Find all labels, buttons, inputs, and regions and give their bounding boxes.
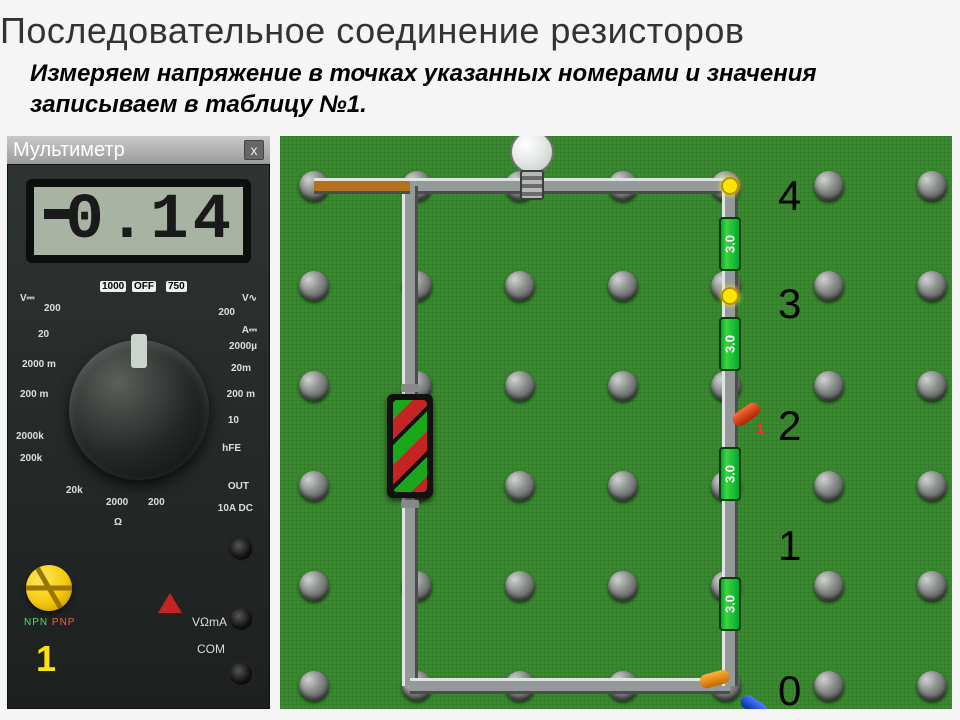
wire-segment [410, 678, 730, 694]
battery-icon [387, 394, 433, 498]
range-200c: 200 [148, 497, 165, 508]
range-200m-b: 200 m [227, 389, 255, 400]
board-peg [814, 371, 844, 401]
range-hfe: hFE [222, 443, 241, 454]
range-2000m-a: 2000 m [22, 359, 56, 370]
page-title: Последовательное соединение резисторов [0, 10, 745, 52]
wire-segment [402, 186, 418, 396]
probe-point[interactable] [721, 287, 739, 305]
jack-label-vohm: VΩmA [192, 615, 227, 629]
board-peg [505, 471, 535, 501]
range-2000k: 2000k [16, 431, 44, 442]
board-peg [917, 471, 947, 501]
negative-sign-icon [44, 209, 70, 219]
multimeter-window: Мультиметр x 0.14 V⎓ V∿ 1000 OFF 750 200… [7, 136, 270, 709]
npn-pnp-label: NPN PNP [24, 617, 75, 628]
wire-segment [314, 178, 410, 194]
board-peg [917, 571, 947, 601]
circuit-point-label: 3 [778, 280, 801, 328]
warning-triangle-icon [158, 593, 182, 613]
label-ohm: Ω [114, 517, 122, 528]
label-vac: V∿ [242, 293, 257, 304]
display-value: 0.14 [65, 185, 235, 257]
range-200m-a: 200 m [20, 389, 48, 400]
range-20a: 20 [38, 329, 49, 340]
probe-clip-blue[interactable] [738, 692, 771, 709]
range-750: 750 [166, 281, 187, 292]
range-200k: 200k [20, 453, 42, 464]
board-peg [608, 571, 638, 601]
label-adc: A⎓ [242, 325, 257, 336]
board-peg [814, 671, 844, 701]
board-peg [299, 571, 329, 601]
circuit-point-label: 4 [778, 172, 801, 220]
range-out: OUT [228, 481, 249, 492]
page-subtitle: Измеряем напряжение в точках указанных н… [30, 58, 930, 120]
board-peg [814, 471, 844, 501]
range-off: OFF [132, 281, 156, 292]
label-vdc: V⎓ [20, 293, 35, 304]
range-2000: 2000 [106, 497, 128, 508]
board-peg [299, 271, 329, 301]
probe-marker-1: 1 [756, 420, 764, 436]
wire-segment [402, 496, 418, 686]
resistor: 3.0 [719, 217, 741, 271]
circuit-point-label: 1 [778, 522, 801, 570]
multimeter-titlebar[interactable]: Мультиметр x [7, 136, 270, 164]
circuit-point-label: 0 [778, 667, 801, 709]
board-peg [608, 371, 638, 401]
resistor-value: 3.0 [723, 465, 738, 483]
wire-segment [410, 178, 730, 194]
board-peg [299, 671, 329, 701]
range-2000u: 2000µ [229, 341, 257, 352]
range-10: 10 [228, 415, 239, 426]
bulb-icon [507, 136, 557, 220]
jack-vohm[interactable] [227, 605, 255, 633]
resistor: 3.0 [719, 577, 741, 631]
resistor-value: 3.0 [723, 235, 738, 253]
circuit-board: 3.03.03.03.0432101 [280, 136, 952, 709]
board-peg [917, 171, 947, 201]
resistor: 3.0 [719, 317, 741, 371]
multimeter-title: Мультиметр [13, 139, 125, 162]
range-10adc: 10A DC [218, 503, 253, 514]
range-200b: 200 [218, 307, 235, 318]
board-peg [917, 271, 947, 301]
circuit-point-label: 2 [778, 402, 801, 450]
board-peg [299, 471, 329, 501]
resistor-value: 3.0 [723, 335, 738, 353]
board-peg [917, 671, 947, 701]
board-peg [814, 571, 844, 601]
board-peg [505, 371, 535, 401]
board-peg [917, 371, 947, 401]
jack-label-com: COM [197, 642, 225, 656]
range-dial-area: V⎓ V∿ 1000 OFF 750 200 20 2000 m 200 m 2… [8, 285, 269, 535]
resistor-value: 3.0 [723, 595, 738, 613]
range-dial-knob[interactable] [69, 340, 209, 480]
hfe-socket-knob[interactable] [26, 565, 72, 611]
jack-10a[interactable] [227, 535, 255, 563]
board-peg [608, 471, 638, 501]
board-peg [814, 271, 844, 301]
jack-com[interactable] [227, 660, 255, 688]
probe-point[interactable] [721, 177, 739, 195]
measurement-point-indicator: 1 [36, 638, 56, 680]
close-icon[interactable]: x [244, 140, 264, 160]
board-peg [299, 371, 329, 401]
range-20m: 20m [231, 363, 251, 374]
multimeter-body: 0.14 V⎓ V∿ 1000 OFF 750 200 20 2000 m 20… [7, 164, 270, 709]
board-peg [505, 571, 535, 601]
board-peg [505, 271, 535, 301]
range-20k: 20k [66, 485, 83, 496]
range-1000: 1000 [100, 281, 126, 292]
board-peg [814, 171, 844, 201]
board-peg [608, 271, 638, 301]
resistor: 3.0 [719, 447, 741, 501]
multimeter-display: 0.14 [26, 179, 251, 263]
range-200a: 200 [44, 303, 61, 314]
